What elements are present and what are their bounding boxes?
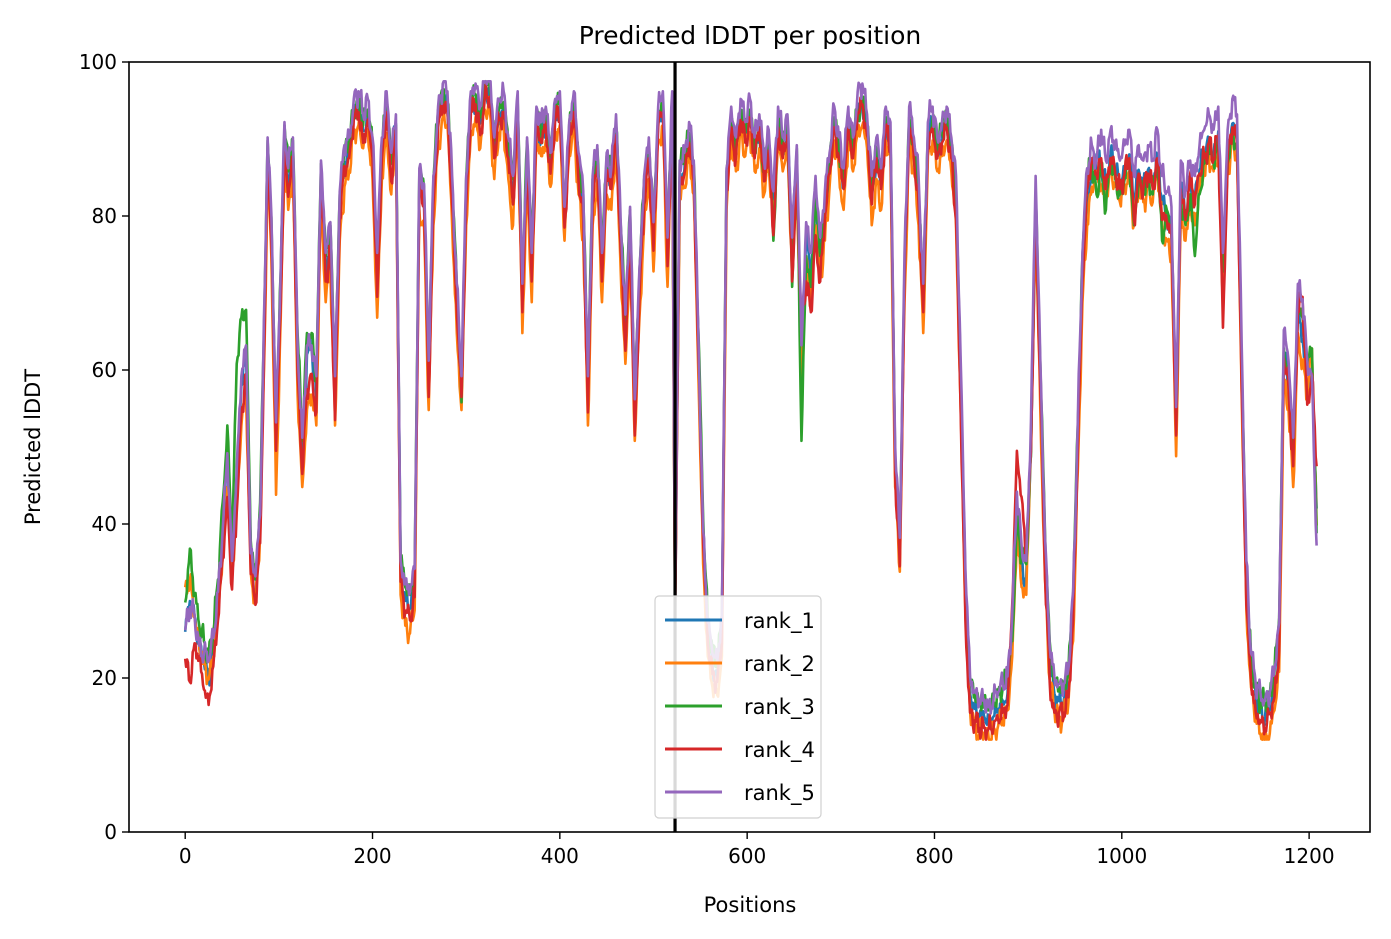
series-line-rank_5 — [183, 79, 1318, 715]
legend-label-rank_4: rank_4 — [744, 738, 815, 763]
chart-title: Predicted lDDT per position — [579, 21, 921, 50]
plot-frame — [128, 61, 1371, 833]
legend-label-rank_5: rank_5 — [744, 781, 815, 806]
y-axis: 0 20 40 60 80 100 — [79, 50, 129, 844]
series-layer — [183, 79, 1318, 741]
y-tick-label: 60 — [92, 358, 117, 382]
x-axis-label: Positions — [704, 893, 797, 917]
x-tick-label: 400 — [541, 844, 579, 868]
y-tick-label: 0 — [104, 820, 117, 844]
legend-box — [654, 595, 822, 819]
legend-label-rank_3: rank_3 — [744, 695, 815, 720]
legend-label-rank_2: rank_2 — [744, 652, 815, 677]
x-tick-label: 200 — [353, 844, 391, 868]
y-tick-label: 100 — [79, 50, 117, 74]
legend-items: rank_1 rank_2 rank_3 rank_4 rank_5 — [665, 609, 815, 806]
plot-area — [183, 62, 1318, 832]
y-axis-label: Predicted lDDT — [21, 369, 45, 525]
x-tick-label: 800 — [915, 844, 953, 868]
legend: rank_1 rank_2 rank_3 rank_4 rank_5 — [654, 595, 822, 819]
legend-label-rank_1: rank_1 — [744, 609, 815, 634]
y-tick-label: 40 — [92, 512, 117, 536]
y-tick-label: 20 — [92, 666, 117, 690]
x-tick-label: 600 — [728, 844, 766, 868]
y-tick-label: 80 — [92, 204, 117, 228]
x-tick-label: 1000 — [1096, 844, 1147, 868]
x-tick-label: 0 — [179, 844, 192, 868]
x-tick-label: 1200 — [1284, 844, 1335, 868]
x-axis: 0 200 400 600 800 1000 1200 — [179, 832, 1335, 868]
